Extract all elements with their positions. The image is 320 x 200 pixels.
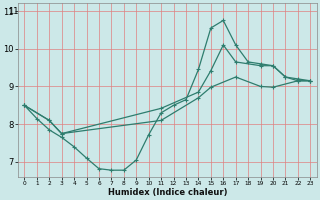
Text: 11: 11 bbox=[8, 7, 18, 16]
X-axis label: Humidex (Indice chaleur): Humidex (Indice chaleur) bbox=[108, 188, 227, 197]
